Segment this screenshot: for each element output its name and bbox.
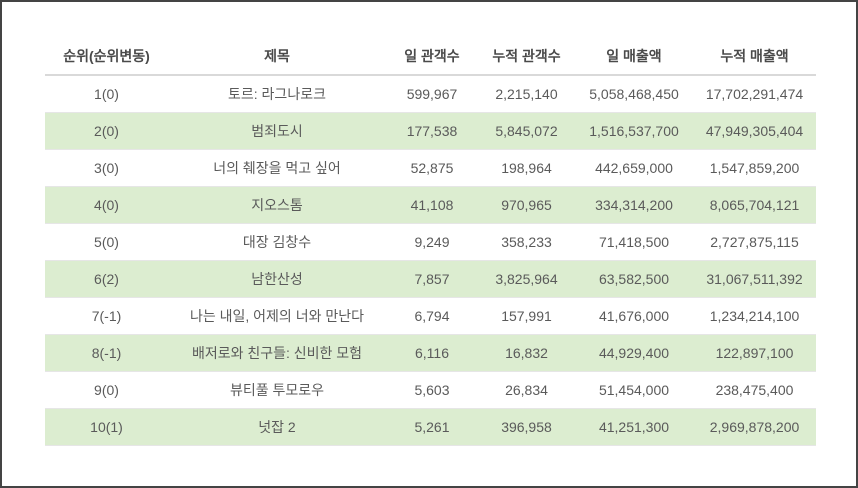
cell-cumulative-audience: 16,832: [478, 334, 575, 372]
cell-cumulative-audience: 970,965: [478, 186, 575, 224]
cell-daily-revenue: 41,676,000: [575, 297, 693, 335]
cell-title: 뷰티풀 투모로우: [168, 371, 386, 409]
header-cumulative-revenue: 누적 매출액: [693, 37, 816, 76]
cell-daily-revenue: 1,516,537,700: [575, 112, 693, 150]
table-row: 3(0) 너의 췌장을 먹고 싶어 52,875 198,964 442,659…: [45, 149, 816, 187]
cell-rank: 4(0): [45, 186, 168, 224]
header-daily-revenue: 일 매출액: [575, 37, 693, 76]
table-row: 4(0) 지오스톰 41,108 970,965 334,314,200 8,0…: [45, 186, 816, 224]
cell-daily-revenue: 51,454,000: [575, 371, 693, 409]
cell-cumulative-revenue: 122,897,100: [693, 334, 816, 372]
header-title: 제목: [168, 37, 386, 76]
cell-cumulative-revenue: 238,475,400: [693, 371, 816, 409]
cell-title: 배저로와 친구들: 신비한 모험: [168, 334, 386, 372]
cell-rank: 2(0): [45, 112, 168, 150]
cell-daily-audience: 5,261: [386, 408, 478, 446]
header-cumulative-audience: 누적 관객수: [478, 37, 575, 76]
cell-cumulative-revenue: 47,949,305,404: [693, 112, 816, 150]
cell-cumulative-audience: 157,991: [478, 297, 575, 335]
cell-daily-audience: 52,875: [386, 149, 478, 187]
box-office-table: 순위(순위변동) 제목 일 관객수 누적 관객수 일 매출액 누적 매출액 1(…: [45, 37, 816, 446]
cell-rank: 3(0): [45, 149, 168, 187]
cell-cumulative-audience: 396,958: [478, 408, 575, 446]
table-row: 9(0) 뷰티풀 투모로우 5,603 26,834 51,454,000 23…: [45, 371, 816, 409]
table-row: 10(1) 넛잡 2 5,261 396,958 41,251,300 2,96…: [45, 408, 816, 446]
cell-rank: 8(-1): [45, 334, 168, 372]
cell-cumulative-revenue: 8,065,704,121: [693, 186, 816, 224]
cell-cumulative-audience: 3,825,964: [478, 260, 575, 298]
table-row: 1(0) 토르: 라그나로크 599,967 2,215,140 5,058,4…: [45, 75, 816, 113]
cell-title: 넛잡 2: [168, 408, 386, 446]
cell-cumulative-audience: 5,845,072: [478, 112, 575, 150]
header-row: 순위(순위변동) 제목 일 관객수 누적 관객수 일 매출액 누적 매출액: [45, 37, 816, 76]
cell-daily-audience: 9,249: [386, 223, 478, 261]
cell-daily-revenue: 334,314,200: [575, 186, 693, 224]
header-daily-audience: 일 관객수: [386, 37, 478, 76]
cell-daily-audience: 6,116: [386, 334, 478, 372]
table-row: 7(-1) 나는 내일, 어제의 너와 만난다 6,794 157,991 41…: [45, 297, 816, 335]
cell-rank: 6(2): [45, 260, 168, 298]
cell-cumulative-revenue: 31,067,511,392: [693, 260, 816, 298]
cell-rank: 5(0): [45, 223, 168, 261]
cell-title: 토르: 라그나로크: [168, 75, 386, 113]
cell-daily-revenue: 71,418,500: [575, 223, 693, 261]
cell-daily-audience: 6,794: [386, 297, 478, 335]
cell-daily-revenue: 44,929,400: [575, 334, 693, 372]
cell-daily-audience: 41,108: [386, 186, 478, 224]
cell-cumulative-revenue: 1,547,859,200: [693, 149, 816, 187]
table-row: 2(0) 범죄도시 177,538 5,845,072 1,516,537,70…: [45, 112, 816, 150]
table-row: 6(2) 남한산성 7,857 3,825,964 63,582,500 31,…: [45, 260, 816, 298]
cell-rank: 10(1): [45, 408, 168, 446]
cell-cumulative-revenue: 2,727,875,115: [693, 223, 816, 261]
table-row: 5(0) 대장 김창수 9,249 358,233 71,418,500 2,7…: [45, 223, 816, 261]
table-row: 8(-1) 배저로와 친구들: 신비한 모험 6,116 16,832 44,9…: [45, 334, 816, 372]
cell-rank: 7(-1): [45, 297, 168, 335]
table-body: 1(0) 토르: 라그나로크 599,967 2,215,140 5,058,4…: [45, 75, 816, 446]
cell-daily-audience: 7,857: [386, 260, 478, 298]
cell-cumulative-revenue: 17,702,291,474: [693, 75, 816, 113]
cell-title: 대장 김창수: [168, 223, 386, 261]
cell-daily-audience: 5,603: [386, 371, 478, 409]
cell-cumulative-revenue: 1,234,214,100: [693, 297, 816, 335]
box-office-table-container: 순위(순위변동) 제목 일 관객수 누적 관객수 일 매출액 누적 매출액 1(…: [45, 37, 816, 446]
cell-title: 범죄도시: [168, 112, 386, 150]
cell-rank: 1(0): [45, 75, 168, 113]
cell-rank: 9(0): [45, 371, 168, 409]
cell-daily-revenue: 41,251,300: [575, 408, 693, 446]
cell-cumulative-audience: 198,964: [478, 149, 575, 187]
cell-daily-audience: 599,967: [386, 75, 478, 113]
cell-title: 지오스톰: [168, 186, 386, 224]
cell-title: 너의 췌장을 먹고 싶어: [168, 149, 386, 187]
cell-daily-revenue: 63,582,500: [575, 260, 693, 298]
cell-title: 남한산성: [168, 260, 386, 298]
cell-daily-audience: 177,538: [386, 112, 478, 150]
cell-title: 나는 내일, 어제의 너와 만난다: [168, 297, 386, 335]
cell-daily-revenue: 442,659,000: [575, 149, 693, 187]
header-rank: 순위(순위변동): [45, 37, 168, 76]
table-header: 순위(순위변동) 제목 일 관객수 누적 관객수 일 매출액 누적 매출액: [45, 37, 816, 76]
cell-cumulative-audience: 2,215,140: [478, 75, 575, 113]
cell-cumulative-revenue: 2,969,878,200: [693, 408, 816, 446]
cell-cumulative-audience: 358,233: [478, 223, 575, 261]
cell-cumulative-audience: 26,834: [478, 371, 575, 409]
cell-daily-revenue: 5,058,468,450: [575, 75, 693, 113]
